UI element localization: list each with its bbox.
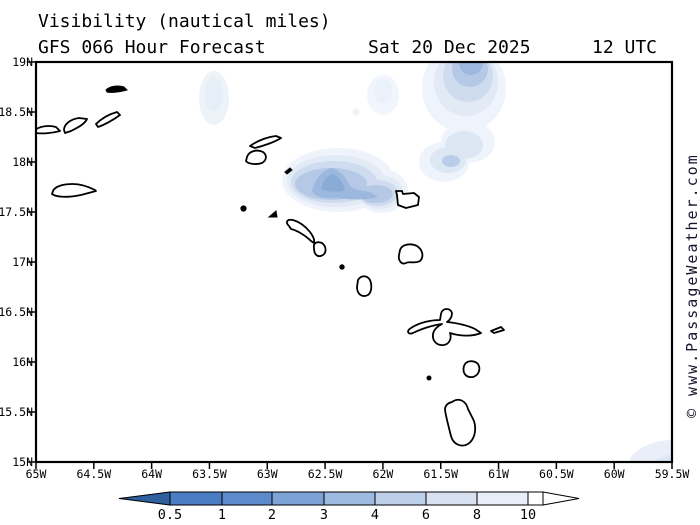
lat-axis-labels: 19N 18.5N 18N 17.5N 17N 16.5N 16N 15.5N 15N <box>0 55 33 469</box>
island-nevis <box>312 241 327 258</box>
lon-label-61W: 61W <box>488 467 509 481</box>
island-st-kitts <box>286 218 316 244</box>
visibility-blob-bean <box>419 121 495 182</box>
visibility-colorbar: 0.5 1 2 3 4 6 8 10 <box>118 491 580 523</box>
colorbar-label-6: 6 <box>422 507 430 523</box>
colorbar-label-1: 1 <box>218 507 226 523</box>
island-st-croix <box>51 183 97 198</box>
colorbar-label-8: 8 <box>473 507 481 523</box>
colorbar-label-2: 2 <box>268 507 276 523</box>
valid-date-label: Sat 20 Dec 2025 <box>368 37 531 58</box>
lat-label-15N: 15N <box>12 455 33 469</box>
colorbar-overflow-arrow <box>542 491 580 506</box>
coastlines-layer <box>37 85 505 447</box>
valid-time-label: 12 UTC <box>592 37 658 58</box>
page-title: Visibility (nautical miles) <box>38 11 331 32</box>
colorbar-segment-2 <box>221 491 273 506</box>
watermark-copyright: © www.PassageWeather.com <box>683 153 700 418</box>
lat-label-16N: 16N <box>12 355 33 369</box>
lon-label-60.5W: 60.5W <box>539 467 574 481</box>
island-dominica <box>444 398 477 447</box>
island-st-martin <box>245 149 267 165</box>
island-st-john <box>63 117 88 134</box>
lon-label-60W: 60W <box>604 467 625 481</box>
island-virgin-gorda <box>95 111 121 128</box>
colorbar-segment-8 <box>527 491 544 506</box>
island-st-eustatius <box>267 210 278 218</box>
visibility-blob-faint-center <box>352 75 399 116</box>
island-les-saintes <box>426 375 432 381</box>
lat-label-18.5N: 18.5N <box>0 105 33 119</box>
lon-label-65W: 65W <box>26 467 47 481</box>
colorbar-label-0.5: 0.5 <box>158 507 182 523</box>
colorbar-segment-4 <box>323 491 376 506</box>
visibility-shading-layer <box>199 63 671 461</box>
map-frame <box>34 60 674 464</box>
lat-label-17.5N: 17.5N <box>0 205 33 219</box>
colorbar-segment-7 <box>476 491 529 506</box>
island-antigua <box>397 243 424 265</box>
island-la-desirade <box>490 326 505 334</box>
model-forecast-label: GFS 066 Hour Forecast <box>38 37 266 58</box>
lat-label-16.5N: 16.5N <box>0 305 33 319</box>
lon-label-63.5W: 63.5W <box>192 467 227 481</box>
lat-label-17N: 17N <box>12 255 33 269</box>
colorbar-label-10: 10 <box>520 507 536 523</box>
lon-axis-labels: 65W 64.5W 64W 63.5W 63W 62.5W 62W 61.5W 61W 60.5W… <box>26 467 690 481</box>
island-guadeloupe <box>407 308 482 347</box>
island-anegada <box>105 85 128 93</box>
island-barbuda <box>395 190 420 209</box>
colorbar-segment-1 <box>169 491 223 506</box>
lat-label-15.5N: 15.5N <box>0 405 33 419</box>
colorbar-segment-3 <box>271 491 325 506</box>
island-st-thomas <box>37 125 61 135</box>
visibility-blob-main <box>282 148 408 213</box>
colorbar-segment-6 <box>425 491 478 506</box>
lon-label-64W: 64W <box>141 467 162 481</box>
colorbar-underflow-arrow <box>118 491 171 506</box>
lon-label-59.5W: 59.5W <box>655 467 690 481</box>
lon-label-62.5W: 62.5W <box>308 467 343 481</box>
lon-label-63W: 63W <box>257 467 278 481</box>
lat-axis-ticks <box>28 61 36 463</box>
lat-label-19N: 19N <box>12 55 33 69</box>
lat-label-18N: 18N <box>12 155 33 169</box>
island-marie-galante <box>462 360 481 379</box>
colorbar-label-3: 3 <box>320 507 328 523</box>
colorbar-label-4: 4 <box>371 507 379 523</box>
island-anguilla <box>249 135 282 149</box>
lon-label-62W: 62W <box>373 467 394 481</box>
visibility-blob-faint-west <box>199 71 229 125</box>
colorbar-segment-5 <box>374 491 427 506</box>
island-saba <box>240 205 247 212</box>
visibility-blob-corner <box>629 440 671 461</box>
island-st-barthelemy <box>284 167 293 175</box>
lon-label-64.5W: 64.5W <box>77 467 112 481</box>
lon-axis-ticks <box>35 462 673 469</box>
island-montserrat <box>356 275 373 297</box>
visibility-blob-north <box>422 63 506 132</box>
island-redonda <box>339 264 345 270</box>
lon-label-61.5W: 61.5W <box>423 467 458 481</box>
